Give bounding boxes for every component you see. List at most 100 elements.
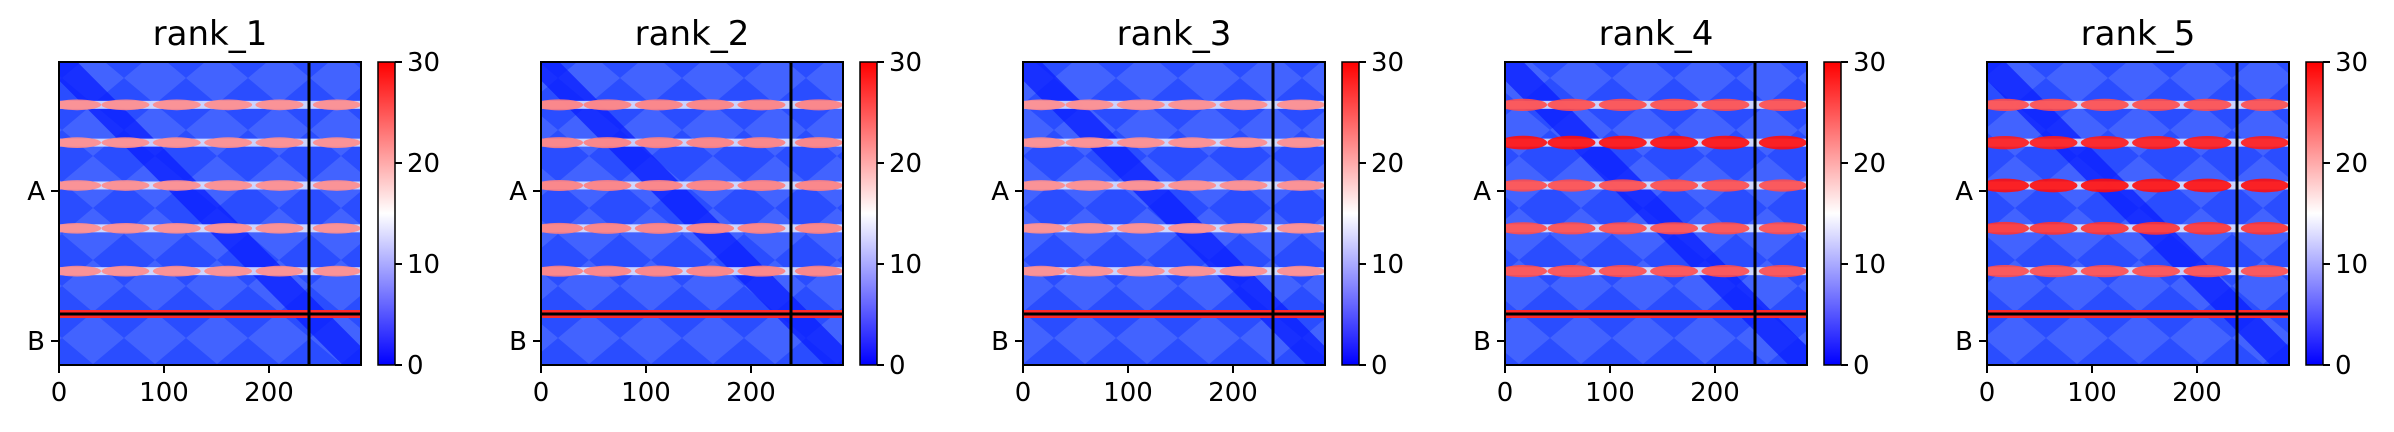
hot-spot — [1065, 99, 1114, 111]
x-tick-label: 200 — [1690, 378, 1740, 408]
hot-spot — [686, 137, 735, 149]
hot-spot — [1758, 265, 1807, 278]
hot-spot — [1987, 265, 2030, 278]
hot-spot — [2029, 178, 2078, 193]
hot-spot — [2080, 135, 2129, 150]
hot-spot — [686, 222, 735, 234]
hot-spot — [1547, 265, 1596, 278]
hot-spot — [1987, 135, 2030, 150]
hot-spot — [2132, 265, 2181, 278]
hot-spot — [2080, 265, 2129, 278]
hot-spot — [541, 222, 584, 234]
x-tick-label: 0 — [533, 378, 550, 408]
colorbar-tick-label: 0 — [407, 351, 424, 381]
hot-spot — [1505, 265, 1548, 278]
hot-spot — [2240, 178, 2289, 193]
hot-spot — [1276, 99, 1325, 111]
colorbar-tick-label: 0 — [889, 351, 906, 381]
hot-spot — [1987, 221, 2030, 235]
hot-spot — [152, 222, 201, 234]
hot-spot — [541, 99, 584, 111]
hot-spot — [1547, 222, 1596, 235]
colorbar-tick-label: 30 — [889, 48, 922, 78]
x-tick-label: 100 — [139, 378, 189, 408]
colorbar-tick-label: 0 — [1371, 351, 1388, 381]
panel-title: rank_1 — [153, 14, 268, 54]
colorbar-tick-label: 10 — [889, 250, 922, 280]
hot-spot — [1065, 222, 1114, 234]
hot-spot — [1598, 265, 1647, 278]
hot-spot — [2240, 135, 2289, 150]
hot-spot — [1758, 135, 1807, 150]
hot-spot — [1023, 222, 1066, 234]
hot-spot — [312, 180, 361, 191]
hot-spot — [1023, 265, 1066, 277]
hot-spot — [2183, 135, 2232, 150]
hot-spot — [59, 222, 102, 234]
hot-spot — [794, 222, 843, 234]
hot-spot — [737, 222, 786, 234]
heatmap-frame — [1504, 61, 1808, 366]
hot-spot — [686, 265, 735, 277]
hot-spot — [737, 137, 786, 149]
hot-spot — [312, 222, 361, 234]
y-tick-label: B — [509, 327, 527, 357]
hot-spot — [634, 265, 683, 277]
hot-spot — [204, 222, 253, 234]
hot-spot — [2080, 178, 2129, 193]
hot-spot — [686, 179, 735, 191]
y-tick-label: B — [991, 327, 1009, 357]
colorbar-tick-label: 30 — [1853, 48, 1886, 78]
hot-spot — [1547, 98, 1596, 111]
hot-spot — [1065, 265, 1114, 277]
hot-spot — [1650, 179, 1699, 192]
colorbar — [1342, 62, 1359, 365]
hot-spot — [152, 137, 201, 148]
x-tick-label: 200 — [244, 378, 294, 408]
hot-spot — [312, 99, 361, 111]
hot-spot — [1987, 98, 2030, 111]
hot-spot — [737, 179, 786, 191]
hot-spot — [1219, 222, 1268, 234]
hot-spot — [2183, 98, 2232, 111]
hot-spot — [255, 222, 304, 234]
colorbar-tick-label: 10 — [2335, 250, 2368, 280]
hot-spot — [255, 99, 304, 111]
hot-spot — [1758, 179, 1807, 192]
panel-title: rank_4 — [1599, 14, 1714, 54]
hot-spot — [1701, 265, 1750, 278]
colorbar-frame — [377, 61, 396, 366]
hot-spot — [1276, 137, 1325, 148]
hot-spot — [1598, 135, 1647, 150]
hot-spot — [634, 99, 683, 111]
hot-spot — [634, 222, 683, 234]
hot-spot — [1116, 99, 1165, 111]
hot-spot — [204, 137, 253, 148]
heatmap-image — [59, 62, 361, 365]
hot-spot — [59, 180, 102, 191]
hot-spot — [2240, 221, 2289, 235]
hot-spot — [101, 265, 150, 277]
y-tick-label: A — [509, 177, 527, 207]
x-tick-label: 0 — [1979, 378, 1996, 408]
colorbar-tick-label: 30 — [1371, 48, 1404, 78]
hot-spot — [1505, 135, 1548, 150]
x-tick-label: 200 — [726, 378, 776, 408]
hot-spot — [1505, 222, 1548, 235]
colorbar-tick-label: 10 — [1371, 250, 1404, 280]
y-tick-label: B — [27, 327, 45, 357]
hot-spot — [686, 99, 735, 111]
hot-spot — [1987, 178, 2030, 193]
x-tick-label: 0 — [1497, 378, 1514, 408]
hot-spot — [1116, 265, 1165, 277]
hot-spot — [1650, 98, 1699, 111]
hot-spot — [2132, 178, 2181, 193]
heatmap-image — [1987, 62, 2289, 365]
colorbar-tick-label: 20 — [407, 149, 440, 179]
hot-spot — [152, 180, 201, 191]
y-tick-label: A — [1955, 177, 1973, 207]
hot-spot — [152, 265, 201, 277]
